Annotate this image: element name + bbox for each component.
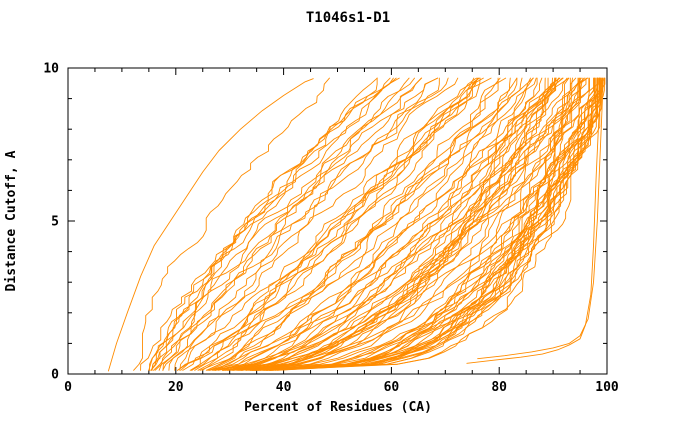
x-tick-label: 60 [384,380,400,395]
gdt-curve [162,77,423,371]
gdt-curve [151,77,394,371]
gdt-curve [177,77,480,371]
gdt-curve [150,77,391,371]
y-tick-label: 10 [43,62,59,77]
gdt-curve [153,77,422,371]
gdt-curve [228,77,570,371]
gdt-curve [221,77,564,371]
curve-lines [107,77,606,372]
gdt-curve [266,77,606,371]
gdt-curve [151,77,378,371]
x-tick-label: 100 [595,380,619,395]
gdt-curve-best-outlier-1 [466,79,603,364]
x-tick-label: 80 [491,380,507,395]
gdt-curve [194,77,481,371]
x-tick-label: 0 [64,380,72,395]
y-axis-title: Distance Cutoff, A [4,150,19,291]
gdt-curve [154,77,410,371]
chart-title: T1046s1-D1 [306,10,390,26]
gdt-curve-best-outlier-2 [477,79,604,360]
gdt-curve [226,77,588,371]
gdt-curve [177,77,484,371]
gdt-curve [199,77,511,371]
x-tick-label: 40 [276,380,292,395]
gdt-curve [262,77,604,371]
gdt-curve [149,77,415,371]
gdt-curve [257,77,599,371]
gdt-curve [236,77,546,371]
gdt-curve [266,77,600,371]
gdt-curve [214,77,557,371]
gdt-curve [150,77,397,371]
x-tick-label: 20 [168,380,184,395]
gdt-curve [250,77,602,371]
gdt-curve [180,77,480,371]
gdt-curve [133,77,330,371]
y-tick-label: 0 [51,368,59,383]
gdt-curve [168,77,438,371]
gdt-curve [207,77,561,371]
gdt-curve [213,77,534,371]
gdt-curve [232,77,559,371]
gdt-curve [209,77,538,371]
gdt-curve [190,77,534,371]
gdt-curve [209,77,507,371]
gdt-curve [207,77,499,371]
gdt-curve [266,77,598,371]
gdt-curve [205,77,501,371]
gdt-curve [253,77,595,371]
gdt-curve [174,77,439,371]
gdt-curve [215,77,518,371]
axis-ticks [67,67,608,375]
gdt-curve [237,77,577,371]
gdt-curve [222,77,588,371]
axis-tick-labels: 0 20 40 60 80 100 0 5 10 [43,62,619,396]
gdt-curve [226,77,582,371]
gdt-curve [263,77,597,371]
gdt-curve [182,77,479,371]
gdt-curve [148,77,400,371]
gdt-curve [277,77,571,371]
x-axis-title: Percent of Residues (CA) [244,400,432,415]
y-tick-label: 5 [51,215,59,230]
gdt-curve [232,77,598,371]
gdt-curve [269,77,580,371]
gdt-curve [245,77,570,371]
gdt-curve [251,77,568,371]
gdt-curve [252,77,581,371]
gdt-curve [225,77,532,371]
gdt-curve [274,77,600,371]
gdt-curve [158,77,449,371]
gdt-curve-worst-model-left-envelope [107,78,314,372]
gdt-curve [265,77,601,371]
gdt-curve [223,77,537,371]
